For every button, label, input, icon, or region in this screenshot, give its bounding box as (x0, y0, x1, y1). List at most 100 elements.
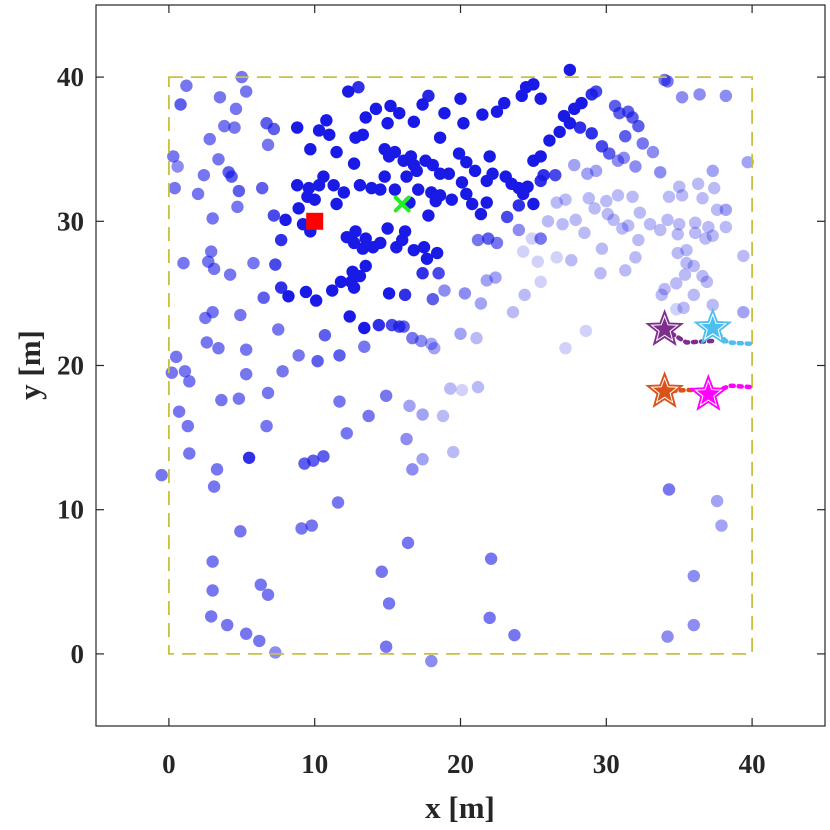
data-point (382, 597, 396, 610)
data-point (458, 287, 472, 300)
data-point (384, 99, 397, 113)
data-point (568, 102, 581, 116)
data-point (295, 522, 308, 535)
data-point (257, 291, 270, 304)
data-point (412, 183, 425, 196)
data-point (379, 389, 393, 402)
data-point (671, 246, 684, 260)
data-point (416, 408, 429, 421)
data-point (388, 183, 402, 196)
data-point (311, 354, 324, 368)
data-point (172, 405, 186, 418)
data-point (454, 92, 467, 105)
data-point (569, 213, 582, 227)
data-point (438, 106, 451, 120)
data-point (636, 137, 649, 150)
data-point (573, 121, 587, 134)
data-point (261, 138, 275, 152)
data-point (490, 105, 504, 118)
data-point (204, 610, 218, 623)
data-point (352, 80, 365, 94)
data-point (578, 226, 591, 240)
data-point (702, 220, 715, 234)
data-point (234, 308, 247, 322)
data-point (229, 102, 243, 116)
data-point (700, 275, 714, 289)
data-point (374, 236, 387, 250)
data-point (325, 284, 339, 297)
data-point (474, 297, 488, 310)
star-marker (688, 373, 728, 411)
data-point (312, 124, 326, 137)
data-point (516, 245, 530, 258)
data-point (375, 565, 388, 578)
data-point (559, 341, 572, 355)
data-point (553, 125, 566, 139)
data-point (276, 365, 289, 378)
data-point (693, 88, 706, 101)
data-point (619, 264, 632, 277)
data-point (378, 170, 391, 183)
data-point (678, 268, 692, 281)
reference-cross (393, 195, 411, 213)
data-point (206, 584, 219, 597)
data-point (706, 164, 719, 178)
data-point (212, 153, 225, 166)
data-point (292, 349, 305, 362)
data-point (309, 294, 323, 307)
axes-layer: 0 10 20 30 40 0 10 20 30 40 (57, 4, 826, 779)
data-point (484, 552, 498, 565)
y-tick-label: 20 (57, 351, 84, 381)
data-point (320, 114, 333, 127)
data-point (687, 259, 700, 273)
data-point (358, 321, 371, 335)
data-point (393, 106, 406, 120)
data-point (654, 166, 667, 179)
data-point (452, 147, 466, 160)
data-point (675, 91, 689, 104)
data-point (563, 117, 577, 130)
data-point (715, 519, 728, 532)
data-point (498, 96, 511, 110)
data-point (603, 147, 616, 160)
data-point (400, 432, 413, 446)
data-point (416, 98, 429, 111)
data-point (388, 145, 402, 159)
data-point (565, 254, 578, 267)
data-point (381, 117, 394, 130)
data-point (323, 128, 336, 141)
data-point (474, 207, 488, 221)
data-point (661, 213, 674, 227)
data-point (279, 213, 292, 227)
data-point (489, 271, 502, 284)
data-point (706, 229, 719, 242)
x-tick-label: 40 (739, 749, 766, 779)
data-point (407, 243, 421, 257)
data-point (274, 281, 288, 294)
data-point (269, 258, 282, 271)
data-point (689, 226, 702, 240)
data-point (215, 393, 228, 407)
boundary-rectangle (167, 76, 754, 655)
data-point (594, 267, 607, 280)
data-point (518, 288, 531, 302)
data-point (390, 241, 403, 254)
data-point (169, 350, 183, 364)
data-point (629, 160, 642, 173)
data-point (436, 409, 450, 423)
data-point (600, 194, 613, 208)
data-point (534, 232, 547, 245)
data-point (254, 578, 267, 591)
data-point (218, 119, 231, 133)
data-point (670, 277, 683, 290)
overlay-layer (167, 76, 755, 655)
star-marker-inner (698, 312, 728, 341)
data-point (516, 187, 530, 201)
data-point (358, 340, 371, 353)
data-point (673, 180, 686, 193)
data-point (707, 181, 721, 195)
data-point (675, 189, 689, 202)
data-point (343, 310, 356, 323)
data-point (476, 108, 489, 121)
